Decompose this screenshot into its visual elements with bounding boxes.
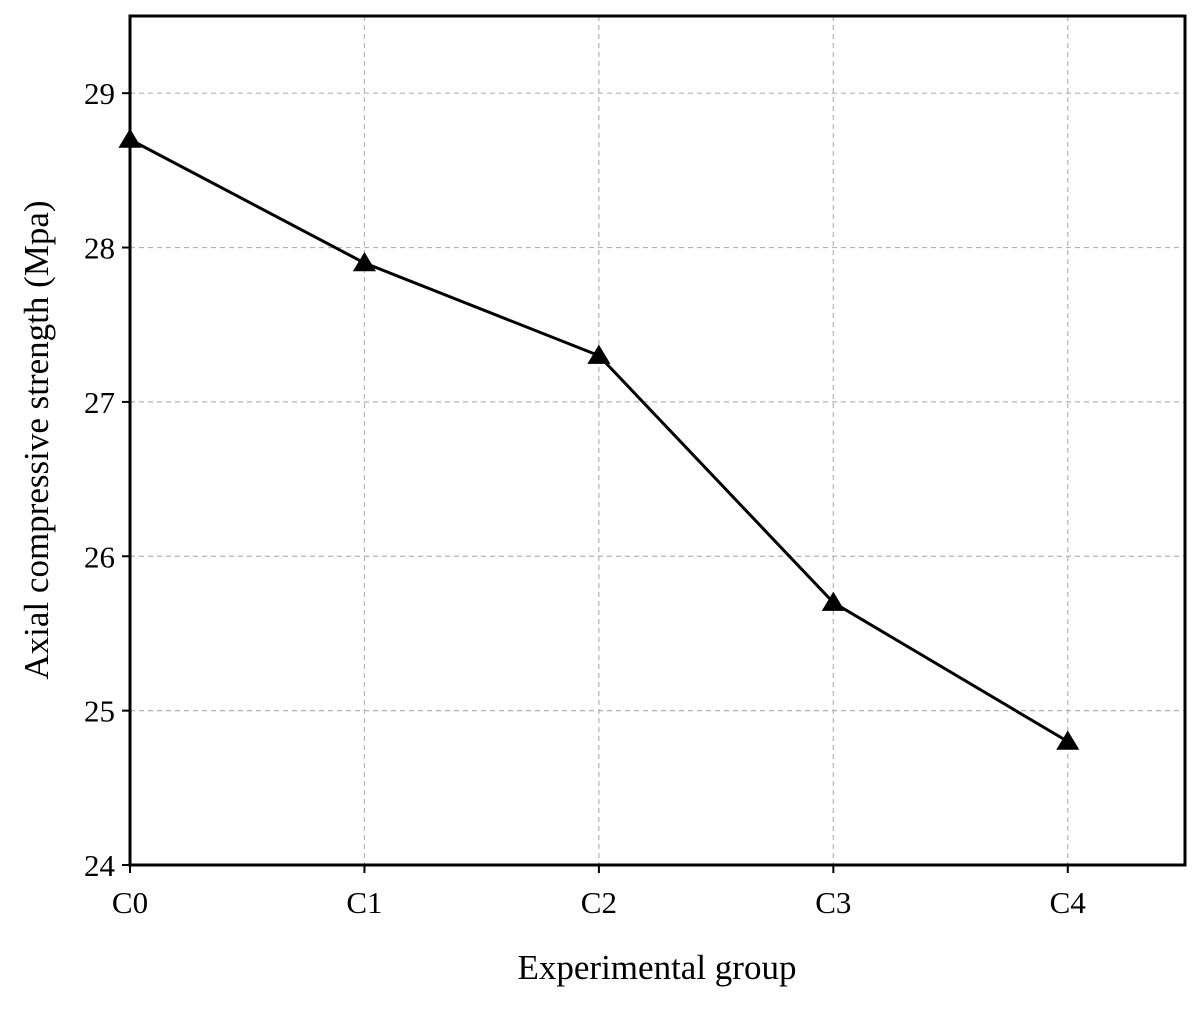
y-tick-label: 25	[84, 694, 115, 729]
x-axis-title: Experimental group	[518, 948, 797, 987]
data-point-marker	[821, 591, 845, 611]
plot-frame	[128, 14, 1187, 867]
x-tick-label: C1	[346, 885, 382, 920]
series-layer	[118, 128, 1080, 750]
y-tick-label: 24	[84, 848, 116, 883]
x-tick-label: C0	[112, 885, 148, 920]
x-tick-label: C4	[1050, 885, 1087, 920]
tick-labels: C0 C1 C2 C3 C4 24 25 26 27 28 29	[84, 76, 1086, 920]
x-tick-label: C3	[815, 885, 851, 920]
grid-lines	[129, 16, 1185, 866]
y-tick-label: 28	[84, 231, 115, 266]
x-tick-label: C2	[581, 885, 617, 920]
y-tick-label: 26	[84, 539, 115, 574]
y-axis-title: Axial compressive strength (Mpa)	[17, 200, 56, 679]
data-point-marker	[1056, 730, 1080, 750]
y-tick-label: 27	[84, 385, 115, 420]
data-point-marker	[352, 251, 376, 272]
y-tick-label: 29	[84, 76, 115, 111]
data-point-marker	[587, 344, 611, 364]
